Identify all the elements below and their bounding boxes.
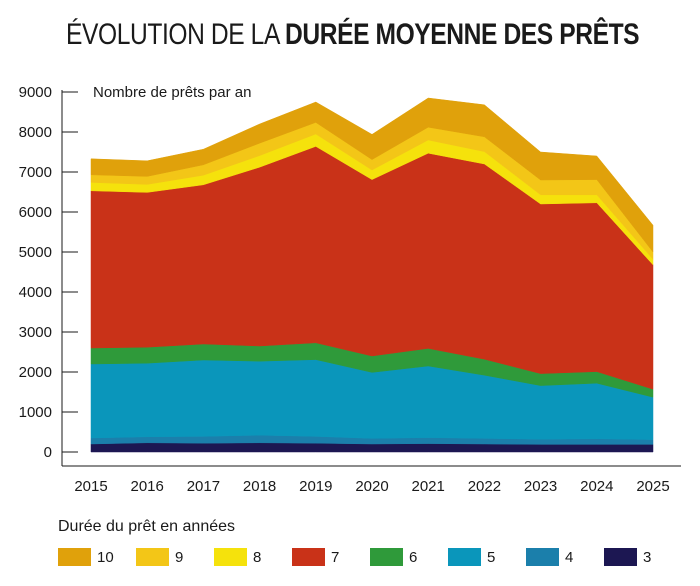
legend-swatch <box>58 548 91 566</box>
y-tick-label: 2000 <box>19 364 52 381</box>
x-tick-label: 2019 <box>299 478 332 495</box>
legend-swatch <box>448 548 481 566</box>
x-tick-label: 2024 <box>580 478 613 495</box>
x-tick-label: 2023 <box>524 478 557 495</box>
legend-swatch <box>604 548 637 566</box>
chart-title: ÉVOLUTION DE LA DURÉE MOYENNE DES PRÊTS <box>66 18 640 52</box>
legend-item-10: 10 <box>58 546 114 568</box>
legend-label: 3 <box>643 548 652 566</box>
chart-title-bold: DURÉE MOYENNE DES PRÊTS <box>285 18 640 51</box>
legend-item-6: 6 <box>370 546 417 568</box>
y-tick-label: 3000 <box>19 324 52 341</box>
y-tick-label: 6000 <box>19 204 52 221</box>
chart-plot: 0 1000 2000 3000 4000 5000 6000 7000 8000 9000 20… <box>19 84 681 495</box>
y-axis-ticks: 0 1000 2000 3000 4000 5000 6000 7000 8000 9000 <box>19 84 78 461</box>
y-tick-label: 0 <box>44 444 52 461</box>
legend-item-7: 7 <box>292 546 339 568</box>
x-tick-label: 2018 <box>243 478 276 495</box>
legend-label: 5 <box>487 548 496 566</box>
y-tick-label: 5000 <box>19 244 52 261</box>
legend-swatch <box>292 548 325 566</box>
legend-swatch <box>370 548 403 566</box>
legend: 10 9 8 7 6 5 4 3 <box>58 546 698 570</box>
legend-swatch <box>136 548 169 566</box>
y-tick-label: 8000 <box>19 124 52 141</box>
legend-item-3: 3 <box>604 546 651 568</box>
x-tick-label: 2020 <box>355 478 388 495</box>
y-tick-label: 7000 <box>19 164 52 181</box>
legend-swatch <box>526 548 559 566</box>
y-tick-label: 9000 <box>19 84 52 101</box>
chart-title-regular: ÉVOLUTION DE LA <box>66 18 279 51</box>
legend-item-4: 4 <box>526 546 573 568</box>
x-tick-label: 2022 <box>468 478 501 495</box>
y-axis-unit-label: Nombre de prêts par an <box>93 84 252 101</box>
legend-title: Durée du prêt en années <box>58 518 236 535</box>
x-tick-label: 2016 <box>131 478 164 495</box>
y-tick-label: 4000 <box>19 284 52 301</box>
legend-item-5: 5 <box>448 546 495 568</box>
legend-item-8: 8 <box>214 546 261 568</box>
legend-label: 10 <box>97 548 114 566</box>
legend-label: 4 <box>565 548 574 566</box>
legend-label: 9 <box>175 548 184 566</box>
x-tick-label: 2017 <box>187 478 220 495</box>
x-tick-label: 2021 <box>412 478 445 495</box>
legend-label: 8 <box>253 548 262 566</box>
x-tick-label: 2015 <box>74 478 107 495</box>
y-tick-label: 1000 <box>19 404 52 421</box>
x-axis-ticks: 2015 2016 2017 2018 2019 2020 2021 2022 2023 2024… <box>74 478 669 495</box>
legend-label: 6 <box>409 548 418 566</box>
x-tick-label: 2025 <box>636 478 669 495</box>
stacked-areas <box>90 97 654 453</box>
legend-swatch <box>214 548 247 566</box>
area-series-10 <box>90 97 654 253</box>
legend-item-9: 9 <box>136 546 183 568</box>
legend-label: 7 <box>331 548 340 566</box>
